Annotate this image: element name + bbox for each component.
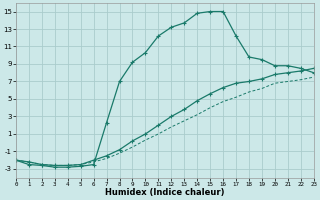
X-axis label: Humidex (Indice chaleur): Humidex (Indice chaleur) [105,188,225,197]
